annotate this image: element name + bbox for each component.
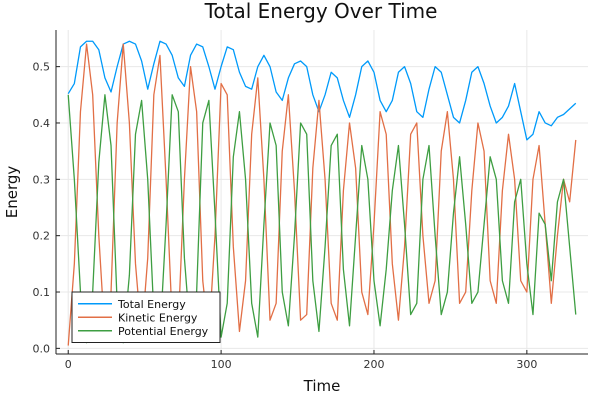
axes bbox=[55, 30, 588, 355]
y-tick-label: 0.0 bbox=[33, 342, 51, 355]
x-axis-title: Time bbox=[303, 377, 341, 395]
y-tick-label: 0.4 bbox=[33, 117, 51, 130]
x-tick-label: 100 bbox=[211, 358, 232, 371]
chart-title: Total Energy Over Time bbox=[204, 0, 438, 23]
x-tick-label: 0 bbox=[65, 358, 72, 371]
x-tick-label: 200 bbox=[363, 358, 384, 371]
legend-label-total-energy: Total Energy bbox=[117, 298, 186, 311]
legend-label-potential-energy: Potential Energy bbox=[118, 325, 209, 338]
x-tick-label: 300 bbox=[516, 358, 537, 371]
series-line-kinetic-energy bbox=[67, 43, 577, 346]
y-tick-label: 0.2 bbox=[33, 230, 51, 243]
y-axis-title: Energy bbox=[3, 166, 21, 219]
y-tick-label: 0.5 bbox=[33, 61, 51, 74]
y-tick-label: 0.3 bbox=[33, 173, 51, 186]
series-line-total-energy bbox=[67, 40, 577, 141]
legend-label-kinetic-energy: Kinetic Energy bbox=[118, 311, 198, 324]
tick-labels: 0 100 200 300 0.0 0.1 0.2 0.3 0.4 0.5 bbox=[33, 61, 538, 371]
y-tick-label: 0.1 bbox=[33, 286, 51, 299]
